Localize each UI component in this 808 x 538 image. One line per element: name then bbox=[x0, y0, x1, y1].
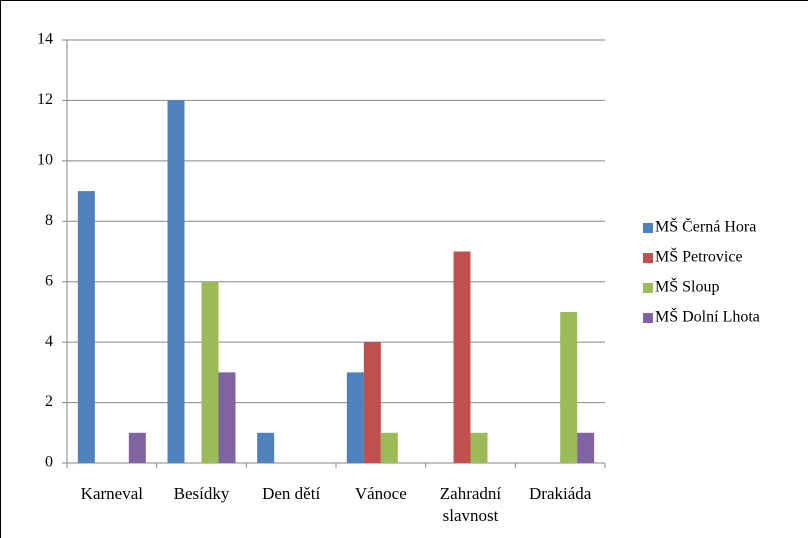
bar bbox=[167, 100, 185, 463]
bar bbox=[77, 191, 95, 464]
legend-swatch bbox=[643, 313, 653, 323]
legend-swatch bbox=[643, 283, 653, 293]
y-tick-label: 8 bbox=[45, 212, 53, 229]
legend-label: MŠ Sloup bbox=[655, 277, 719, 296]
y-tick-label: 10 bbox=[37, 152, 53, 169]
bar bbox=[470, 432, 488, 463]
bar bbox=[453, 251, 471, 463]
y-tick-label: 2 bbox=[45, 393, 53, 410]
x-tick-label: Karneval bbox=[80, 484, 143, 503]
bar bbox=[380, 432, 398, 463]
bar bbox=[560, 311, 578, 463]
bar bbox=[577, 432, 595, 463]
x-tick-label: Besídky bbox=[173, 484, 230, 503]
legend-label: MŠ Černá Hora bbox=[655, 217, 756, 236]
y-tick-label: 6 bbox=[45, 272, 53, 289]
bar bbox=[218, 372, 236, 463]
x-tick-label: Vánoce bbox=[354, 484, 407, 503]
legend-label: MŠ Petrovice bbox=[655, 247, 743, 266]
y-tick-label: 4 bbox=[45, 333, 53, 350]
x-tick-label: Den dětí bbox=[262, 484, 321, 503]
x-tick-label: Zahradní slavnost bbox=[439, 484, 502, 525]
bar bbox=[346, 372, 364, 463]
y-tick-label: 14 bbox=[37, 31, 53, 48]
y-tick-label: 12 bbox=[37, 91, 53, 108]
bar bbox=[257, 432, 275, 463]
bar bbox=[363, 342, 381, 463]
legend-swatch bbox=[643, 223, 653, 233]
y-tick-label: 0 bbox=[45, 454, 53, 471]
legend-label: MŠ Dolní Lhota bbox=[655, 307, 760, 326]
bar bbox=[128, 432, 146, 463]
bar bbox=[201, 281, 219, 463]
x-tick-label: Drakiáda bbox=[529, 484, 592, 503]
legend-swatch bbox=[643, 253, 653, 263]
